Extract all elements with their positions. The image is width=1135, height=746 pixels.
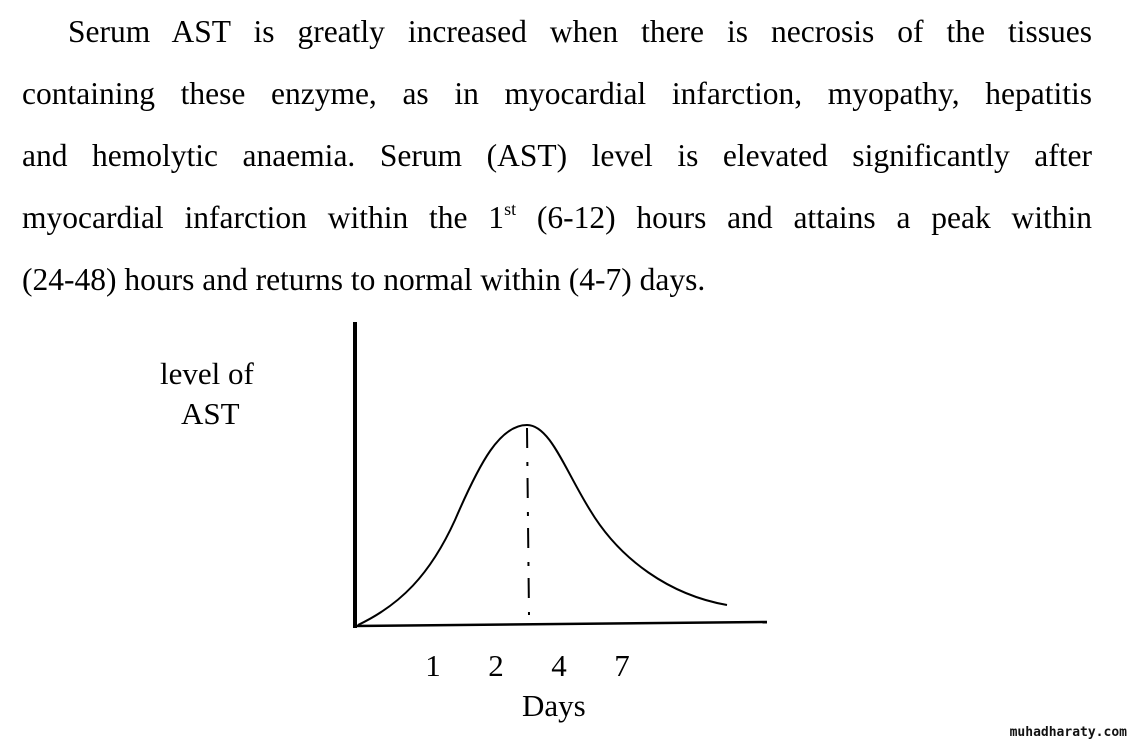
peak-marker-line — [526, 427, 530, 616]
watermark: muhadharaty.com — [1009, 725, 1127, 740]
x-axis-label: Days — [522, 688, 586, 723]
paragraph-line: (24-48) hours and returns to normal with… — [22, 262, 706, 297]
paragraph-line: and hemolytic anaemia. Serum (AST) level… — [22, 138, 1092, 173]
x-tick-label: 2 — [488, 648, 504, 683]
x-tick-label: 1 — [425, 648, 441, 683]
paragraph-line: containing these enzyme, as in myocardia… — [22, 76, 1092, 111]
x-tick-label: 4 — [551, 648, 567, 683]
y-axis-label: level of — [160, 356, 254, 391]
paragraph-line: myocardial infarction within the 1st (6-… — [22, 198, 1092, 238]
paragraph-line: Serum AST is greatly increased when ther… — [68, 14, 1092, 49]
x-tick-label: 7 — [614, 648, 630, 683]
x-axis — [352, 620, 768, 628]
text: (6-12) hours and attains a peak within — [516, 200, 1093, 235]
superscript: st — [504, 199, 517, 219]
ast-curve — [357, 423, 728, 626]
text: myocardial infarction within the 1 — [22, 200, 505, 235]
y-axis-label: AST — [181, 396, 240, 431]
